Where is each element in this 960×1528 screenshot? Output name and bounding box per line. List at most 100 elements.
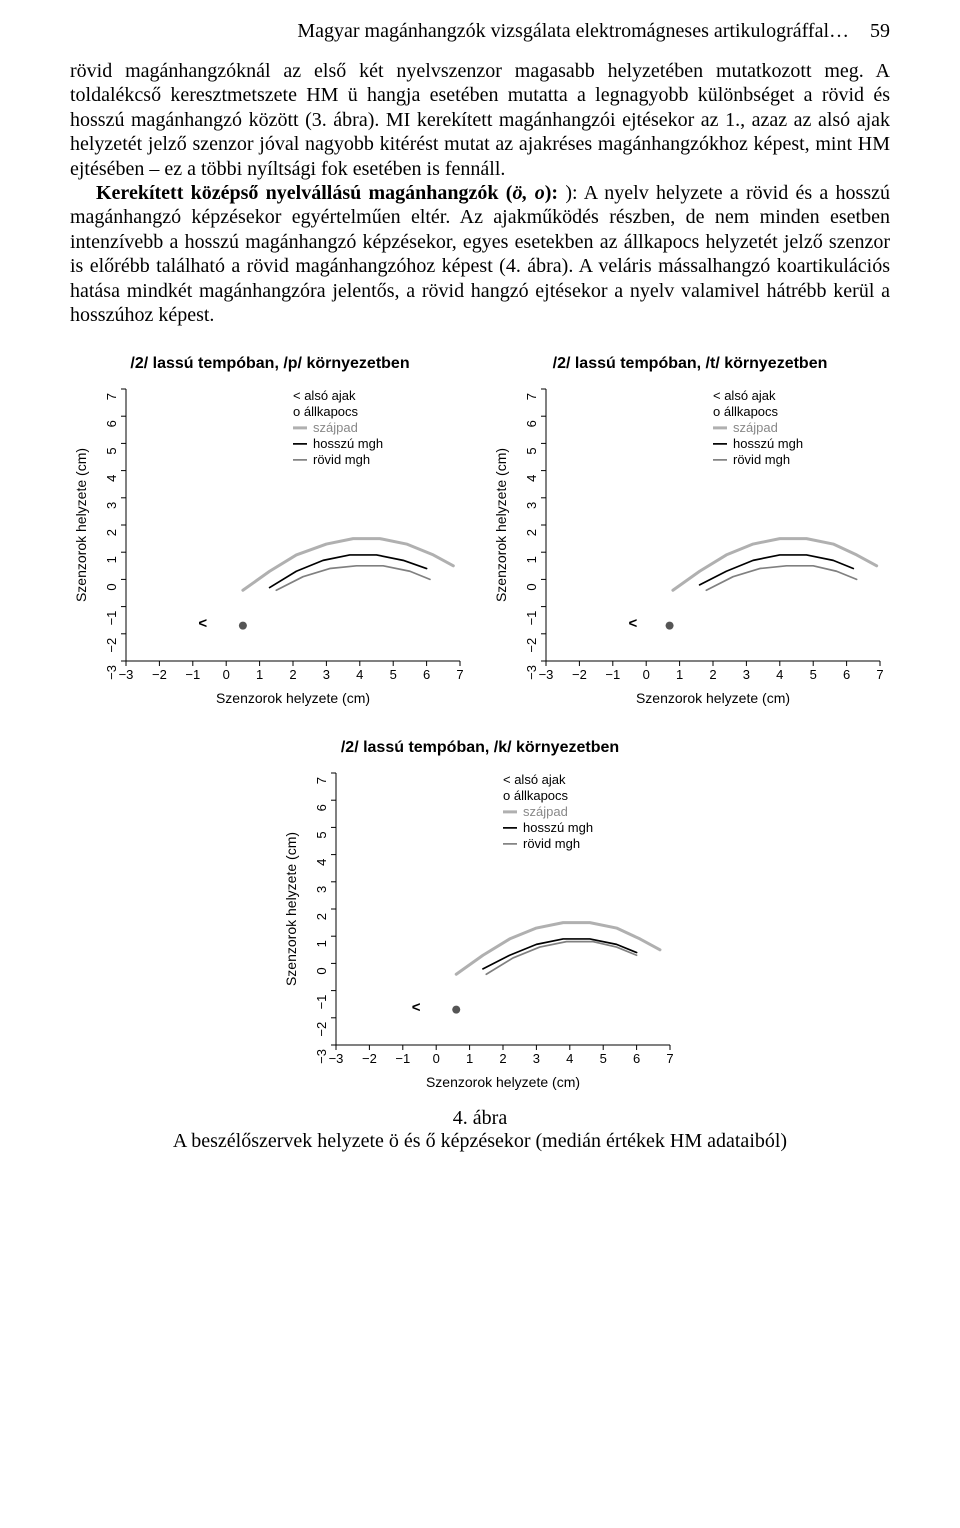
svg-text:< alsó ajak: < alsó ajak bbox=[503, 772, 566, 787]
running-head: Magyar magánhangzók vizsgálata elektromá… bbox=[70, 20, 890, 43]
chart-1: /2/ lassú tempóban, /p/ környezetben −3−… bbox=[70, 355, 470, 713]
svg-text:−1: −1 bbox=[605, 667, 620, 682]
svg-text:2: 2 bbox=[499, 1051, 506, 1066]
svg-text:Szenzorok helyzete (cm): Szenzorok helyzete (cm) bbox=[636, 690, 790, 706]
svg-text:Szenzorok helyzete (cm): Szenzorok helyzete (cm) bbox=[283, 832, 299, 986]
chart-2-svg: −3−3−2−2−1−10011223344556677Szenzorok he… bbox=[490, 383, 890, 713]
svg-text:<: < bbox=[412, 999, 421, 1016]
chart-3-title: /2/ lassú tempóban, /k/ környezetben bbox=[280, 739, 680, 757]
p2-ital: ö, o bbox=[512, 182, 544, 204]
chart-1-svg: −3−3−2−2−1−10011223344556677Szenzorok he… bbox=[70, 383, 470, 713]
svg-text:−1: −1 bbox=[395, 1051, 410, 1066]
svg-text:6: 6 bbox=[524, 420, 539, 427]
svg-text:−2: −2 bbox=[362, 1051, 377, 1066]
svg-text:rövid mgh: rövid mgh bbox=[313, 452, 370, 467]
svg-text:1: 1 bbox=[104, 556, 119, 563]
svg-text:4: 4 bbox=[356, 667, 363, 682]
figure-caption: 4. ábra A beszélőszervek helyzete ö és ő… bbox=[70, 1107, 890, 1153]
svg-text:7: 7 bbox=[314, 777, 329, 784]
svg-text:<: < bbox=[198, 615, 207, 632]
svg-text:Szenzorok helyzete (cm): Szenzorok helyzete (cm) bbox=[216, 690, 370, 706]
svg-text:0: 0 bbox=[524, 584, 539, 591]
svg-text:o állkapocs: o állkapocs bbox=[503, 788, 569, 803]
svg-text:7: 7 bbox=[104, 393, 119, 400]
svg-text:−2: −2 bbox=[152, 667, 167, 682]
svg-text:2: 2 bbox=[104, 529, 119, 536]
svg-text:1: 1 bbox=[466, 1051, 473, 1066]
svg-text:< alsó ajak: < alsó ajak bbox=[713, 388, 776, 403]
paragraph-2: Kerekített középső nyelvállású magánhang… bbox=[70, 181, 890, 327]
svg-text:2: 2 bbox=[524, 529, 539, 536]
charts-row-bottom: /2/ lassú tempóban, /k/ környezetben −3−… bbox=[70, 739, 890, 1097]
svg-text:7: 7 bbox=[876, 667, 883, 682]
paragraph-1: rövid magánhangzóknál az első két nyelvs… bbox=[70, 59, 890, 181]
svg-text:6: 6 bbox=[104, 420, 119, 427]
chart-3: /2/ lassú tempóban, /k/ környezetben −3−… bbox=[280, 739, 680, 1097]
svg-text:6: 6 bbox=[843, 667, 850, 682]
svg-text:2: 2 bbox=[709, 667, 716, 682]
running-title: Magyar magánhangzók vizsgálata elektromá… bbox=[297, 20, 849, 42]
svg-text:o állkapocs: o állkapocs bbox=[713, 404, 779, 419]
svg-text:hosszú mgh: hosszú mgh bbox=[523, 820, 593, 835]
svg-text:−2: −2 bbox=[524, 638, 539, 653]
svg-text:6: 6 bbox=[633, 1051, 640, 1066]
svg-text:1: 1 bbox=[256, 667, 263, 682]
svg-text:Szenzorok helyzete (cm): Szenzorok helyzete (cm) bbox=[426, 1074, 580, 1090]
svg-text:< alsó ajak: < alsó ajak bbox=[293, 388, 356, 403]
svg-text:−2: −2 bbox=[572, 667, 587, 682]
svg-text:hosszú mgh: hosszú mgh bbox=[733, 436, 803, 451]
svg-text:Szenzorok helyzete (cm): Szenzorok helyzete (cm) bbox=[493, 448, 509, 602]
svg-text:5: 5 bbox=[390, 667, 397, 682]
svg-text:0: 0 bbox=[433, 1051, 440, 1066]
svg-text:1: 1 bbox=[524, 556, 539, 563]
svg-text:−3: −3 bbox=[539, 667, 554, 682]
page-number: 59 bbox=[870, 20, 890, 43]
svg-text:3: 3 bbox=[533, 1051, 540, 1066]
svg-text:−2: −2 bbox=[104, 638, 119, 653]
svg-text:5: 5 bbox=[810, 667, 817, 682]
svg-text:5: 5 bbox=[600, 1051, 607, 1066]
svg-text:−1: −1 bbox=[524, 611, 539, 626]
svg-text:4: 4 bbox=[776, 667, 783, 682]
svg-text:4: 4 bbox=[566, 1051, 573, 1066]
svg-text:−3: −3 bbox=[314, 1049, 329, 1064]
svg-text:5: 5 bbox=[524, 448, 539, 455]
svg-text:4: 4 bbox=[524, 475, 539, 482]
svg-text:rövid mgh: rövid mgh bbox=[733, 452, 790, 467]
svg-text:0: 0 bbox=[643, 667, 650, 682]
svg-text:−1: −1 bbox=[104, 611, 119, 626]
svg-text:1: 1 bbox=[314, 940, 329, 947]
svg-text:5: 5 bbox=[104, 448, 119, 455]
svg-text:−3: −3 bbox=[329, 1051, 344, 1066]
svg-text:3: 3 bbox=[323, 667, 330, 682]
svg-text:−3: −3 bbox=[524, 665, 539, 680]
svg-text:o állkapocs: o állkapocs bbox=[293, 404, 359, 419]
svg-text:−1: −1 bbox=[185, 667, 200, 682]
chart-3-svg: −3−3−2−2−1−10011223344556677Szenzorok he… bbox=[280, 767, 680, 1097]
svg-text:rövid mgh: rövid mgh bbox=[523, 836, 580, 851]
svg-text:3: 3 bbox=[524, 502, 539, 509]
svg-text:0: 0 bbox=[223, 667, 230, 682]
svg-text:7: 7 bbox=[666, 1051, 673, 1066]
svg-text:2: 2 bbox=[314, 913, 329, 920]
svg-text:6: 6 bbox=[423, 667, 430, 682]
svg-text:2: 2 bbox=[289, 667, 296, 682]
svg-text:7: 7 bbox=[456, 667, 463, 682]
page: Magyar magánhangzók vizsgálata elektromá… bbox=[0, 0, 960, 1193]
p2-colon: : bbox=[551, 182, 558, 204]
svg-text:−3: −3 bbox=[119, 667, 134, 682]
svg-text:Szenzorok helyzete (cm): Szenzorok helyzete (cm) bbox=[73, 448, 89, 602]
chart-2: /2/ lassú tempóban, /t/ környezetben −3−… bbox=[490, 355, 890, 713]
svg-text:−2: −2 bbox=[314, 1022, 329, 1037]
svg-text:hosszú mgh: hosszú mgh bbox=[313, 436, 383, 451]
p2-lead: Kerekített középső nyelvállású magánhang… bbox=[96, 182, 512, 204]
svg-text:<: < bbox=[628, 615, 637, 632]
chart-1-title: /2/ lassú tempóban, /p/ környezetben bbox=[70, 355, 470, 373]
svg-text:szájpad: szájpad bbox=[313, 420, 358, 435]
svg-text:3: 3 bbox=[104, 502, 119, 509]
figure-number: 4. ábra bbox=[453, 1107, 507, 1129]
svg-text:3: 3 bbox=[743, 667, 750, 682]
svg-text:−1: −1 bbox=[314, 995, 329, 1010]
svg-text:3: 3 bbox=[314, 886, 329, 893]
svg-text:4: 4 bbox=[314, 859, 329, 866]
